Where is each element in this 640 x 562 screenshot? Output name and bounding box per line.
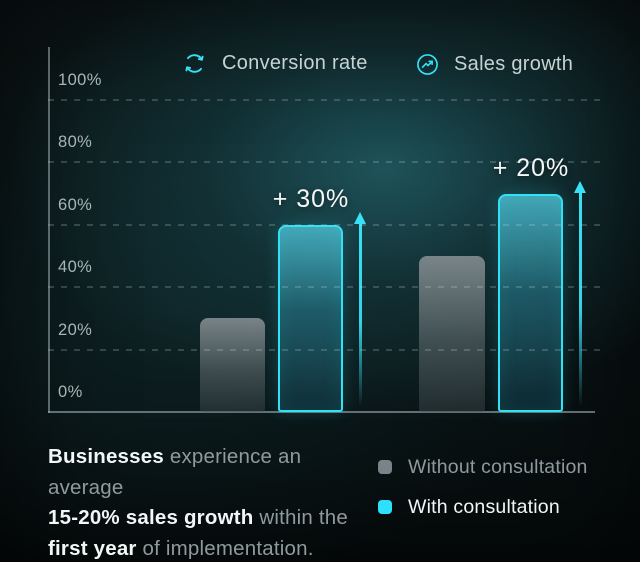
gridline — [48, 161, 600, 164]
legend-with-consultation: With consultation — [378, 487, 588, 527]
legend-without-consultation-label: Without consultation — [408, 455, 588, 478]
trend-up-icon — [417, 54, 438, 75]
bar-conversion-without-consultation — [200, 318, 265, 412]
y-tick-label: 60% — [58, 195, 93, 214]
cyan-swatch-icon — [378, 500, 392, 514]
gridline — [48, 348, 600, 351]
arrow-head-icon — [354, 211, 367, 224]
bar-conversion-with-consultation — [278, 224, 343, 412]
growth-arrow-conversion — [354, 211, 367, 404]
legend-sales-growth-label: Sales growth — [454, 53, 574, 75]
cycle-icon — [185, 54, 204, 73]
gridline — [48, 286, 600, 289]
bar-sales-with-consultation — [498, 193, 563, 412]
growth-arrow-sales — [574, 180, 587, 404]
legend-without-consultation: Without consultation — [378, 447, 588, 487]
bar-sales-without-consultation — [419, 256, 485, 412]
gray-swatch-icon — [378, 460, 392, 474]
y-tick-label: 80% — [58, 133, 93, 152]
y-tick-label: 20% — [58, 320, 93, 339]
legend-conversion-rate: Conversion rate — [181, 50, 368, 77]
x-axis-line — [48, 411, 595, 413]
caption-line: Businesses experience an average — [48, 445, 302, 499]
gridline — [48, 223, 600, 226]
legend-conversion-rate-label: Conversion rate — [222, 52, 368, 74]
legend-sales-growth: Sales growth — [415, 51, 573, 78]
y-tick-label: 100% — [58, 71, 102, 89]
y-tick-label: 0% — [58, 383, 83, 401]
legend-with-consultation-label: With consultation — [408, 495, 560, 518]
caption-line: 15-20% sales growth within the — [48, 506, 348, 529]
series-legend: Without consultation With consultation — [378, 447, 588, 527]
y-tick-label: 40% — [58, 258, 93, 277]
caption-line: first year of implementation. — [48, 536, 314, 560]
delta-label-sales: + 20% — [492, 153, 570, 182]
gridline — [48, 99, 600, 101]
caption-text: Businesses experience an average 15-20% s… — [48, 442, 378, 562]
delta-label-conversion: + 30% — [272, 184, 350, 213]
y-axis-line — [48, 47, 50, 413]
arrow-head-icon — [574, 180, 587, 193]
